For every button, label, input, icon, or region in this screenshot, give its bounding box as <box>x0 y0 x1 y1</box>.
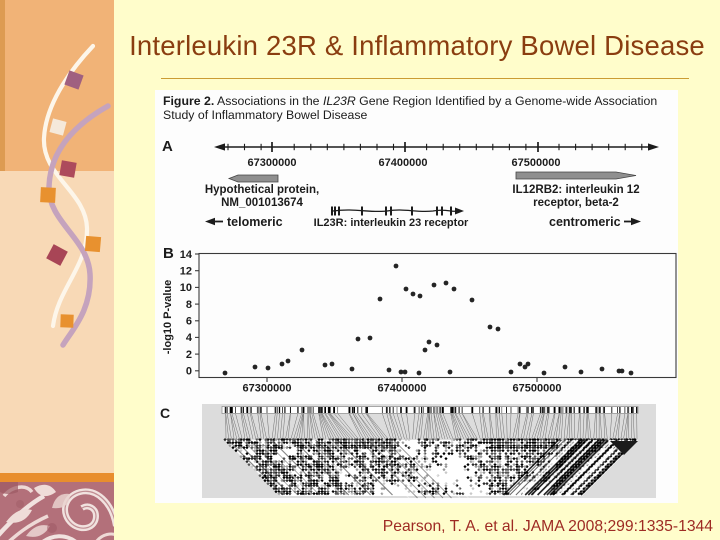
svg-text:C: C <box>160 405 170 421</box>
svg-text:10: 10 <box>180 282 192 294</box>
svg-text:Hypothetical protein,: Hypothetical protein, <box>205 184 319 196</box>
svg-text:2: 2 <box>186 349 192 361</box>
svg-text:receptor, beta-2: receptor, beta-2 <box>533 197 619 209</box>
svg-text:67300000: 67300000 <box>243 383 292 395</box>
svg-text:4: 4 <box>186 332 193 344</box>
svg-text:67400000: 67400000 <box>379 157 428 169</box>
svg-text:NM_001013674: NM_001013674 <box>221 197 303 209</box>
svg-text:67500000: 67500000 <box>513 383 562 395</box>
svg-text:IL23R: interleukin 23 receptor: IL23R: interleukin 23 receptor <box>314 217 469 229</box>
svg-text:67300000: 67300000 <box>248 157 297 169</box>
svg-text:8: 8 <box>186 299 192 311</box>
svg-text:6: 6 <box>186 316 192 328</box>
svg-text:0: 0 <box>186 366 192 378</box>
svg-text:-log10 P-value: -log10 P-value <box>162 280 174 355</box>
svg-text:B: B <box>163 245 174 262</box>
svg-text:67400000: 67400000 <box>378 383 427 395</box>
svg-text:A: A <box>162 138 173 155</box>
svg-text:12: 12 <box>180 266 192 278</box>
svg-text:IL12RB2: interleukin 12: IL12RB2: interleukin 12 <box>512 184 639 196</box>
svg-text:14: 14 <box>180 249 193 261</box>
svg-text:centromeric: centromeric <box>549 215 621 229</box>
svg-text:67500000: 67500000 <box>512 157 561 169</box>
svg-text:telomeric: telomeric <box>227 215 283 229</box>
